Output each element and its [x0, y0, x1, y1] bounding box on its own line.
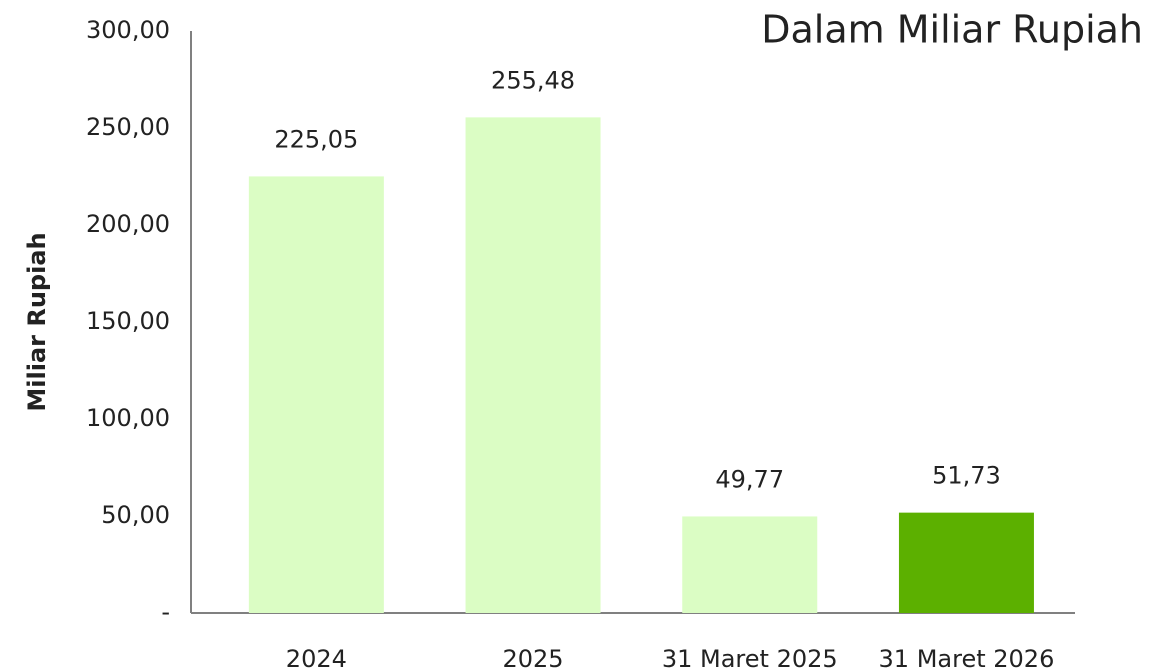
y-tick-label: 50,00: [101, 501, 170, 529]
y-tick-label: 150,00: [86, 307, 170, 335]
x-tick-label: 31 Maret 2026: [879, 645, 1055, 671]
bar: [248, 176, 384, 613]
x-tick-label: 2024: [286, 645, 347, 671]
bar: [898, 512, 1034, 613]
y-tick-label: 100,00: [86, 404, 170, 432]
y-tick-label: 250,00: [86, 113, 170, 141]
y-tick-label: 300,00: [86, 16, 170, 44]
value-label: 49,77: [715, 465, 784, 493]
y-tick-label: 200,00: [86, 210, 170, 238]
y-tick-label: -: [161, 598, 170, 626]
x-tick-label: 2025: [503, 645, 564, 671]
x-tick-label: 31 Maret 2025: [662, 645, 838, 671]
bar: [465, 117, 601, 613]
annotation: Dalam Miliar Rupiah: [761, 8, 1143, 52]
value-label: 225,05: [274, 125, 358, 153]
value-label: 51,73: [932, 462, 1001, 490]
bar: [682, 516, 818, 613]
y-axis-label: Miliar Rupiah: [23, 232, 51, 411]
value-label: 255,48: [491, 66, 575, 94]
